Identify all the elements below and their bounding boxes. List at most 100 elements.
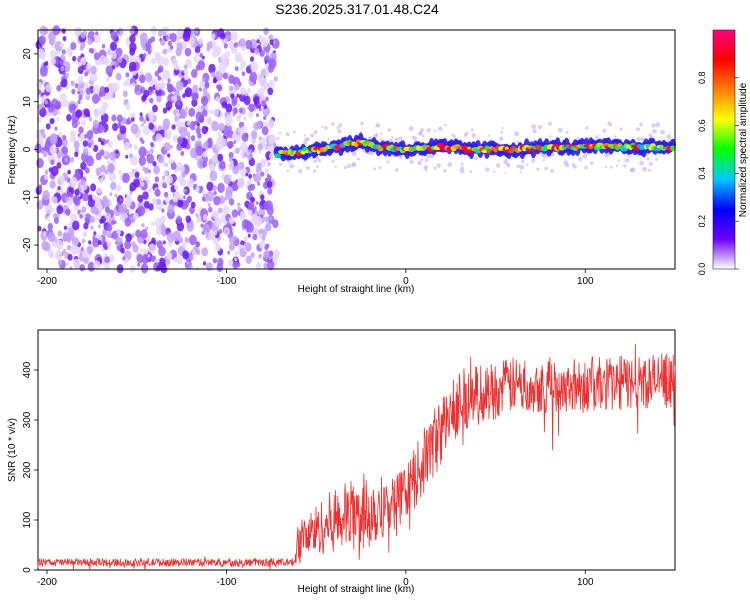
noise-cell — [176, 28, 184, 38]
noise-cell — [179, 177, 187, 187]
band-halo-cell — [459, 168, 465, 174]
band-halo-cell — [298, 168, 303, 174]
noise-cell — [72, 55, 77, 62]
spectrogram-y-tick-label: -20 — [22, 237, 33, 252]
noise-cell — [39, 25, 48, 36]
noise-cell — [235, 55, 241, 62]
noise-cell — [104, 86, 109, 93]
noise-cell — [234, 250, 239, 257]
band-halo-cell — [347, 164, 352, 168]
noise-cell — [212, 210, 220, 220]
noise-cell — [97, 240, 102, 245]
noise-cell — [151, 57, 157, 65]
noise-cell — [250, 252, 255, 258]
noise-cell — [161, 90, 166, 97]
noise-cell — [263, 27, 269, 36]
snr-x-tick-label: 100 — [577, 577, 594, 588]
band-halo-cell — [337, 129, 342, 134]
noise-cell — [80, 32, 86, 39]
noise-cell — [228, 242, 235, 251]
spectrogram-x-label: Height of straight line (km) — [298, 284, 415, 295]
noise-cell — [141, 123, 144, 127]
spectrogram-y-tick-label: 0 — [22, 146, 33, 152]
noise-cell — [49, 145, 57, 155]
noise-cell — [76, 86, 81, 91]
noise-cell — [142, 93, 147, 100]
noise-cell — [170, 162, 177, 171]
noise-cell — [54, 126, 58, 131]
noise-cell — [265, 96, 269, 102]
band-halo-cell — [544, 166, 548, 171]
noise-cell — [273, 76, 278, 82]
noise-cell — [140, 181, 145, 187]
noise-cell — [230, 31, 238, 42]
noise-cell — [234, 66, 239, 72]
noise-cell — [145, 72, 153, 82]
noise-cell — [239, 38, 246, 48]
noise-cell — [66, 261, 70, 267]
noise-cell — [213, 195, 221, 206]
noise-cell — [92, 85, 101, 95]
noise-cell — [69, 134, 77, 143]
noise-cell — [60, 42, 64, 48]
noise-cell — [74, 26, 82, 37]
band-halo-cell — [636, 136, 641, 142]
band-halo-cell — [565, 131, 569, 134]
noise-cell — [110, 181, 117, 191]
band-halo-cell — [469, 170, 473, 173]
noise-cell — [182, 250, 189, 260]
band-halo-cell — [278, 162, 283, 166]
noise-cell — [142, 119, 147, 124]
noise-cell — [102, 195, 108, 202]
noise-cell — [134, 171, 140, 178]
noise-cell — [190, 201, 196, 209]
noise-cell — [119, 125, 127, 135]
noise-cell — [81, 119, 86, 126]
noise-cell — [104, 262, 110, 270]
noise-cell — [156, 55, 164, 66]
noise-cell — [256, 113, 259, 118]
noise-cell — [266, 180, 273, 189]
band-halo-cell — [652, 129, 657, 134]
noise-cell — [263, 262, 268, 269]
noise-cell — [213, 108, 220, 117]
noise-cell — [86, 130, 94, 140]
noise-cell — [111, 220, 115, 226]
noise-cell — [92, 237, 100, 248]
noise-cell — [47, 231, 56, 243]
noise-cell — [137, 194, 144, 203]
noise-cell — [118, 203, 127, 215]
noise-cell — [226, 114, 231, 121]
noise-cell — [72, 220, 80, 231]
noise-cell — [180, 150, 185, 156]
noise-cell — [269, 216, 273, 221]
band-halo-cell — [521, 159, 525, 163]
noise-cell — [50, 159, 55, 165]
noise-cell — [74, 188, 80, 196]
noise-cell — [234, 257, 238, 262]
noise-cell — [202, 141, 210, 151]
noise-cell — [125, 194, 132, 202]
band-halo-cell — [447, 162, 453, 168]
noise-cell — [151, 237, 156, 244]
noise-cell — [189, 206, 195, 215]
noise-cell — [183, 64, 188, 70]
band-halo-cell — [399, 156, 403, 159]
noise-cell — [230, 160, 234, 165]
noise-cell — [148, 50, 152, 55]
noise-cell — [139, 32, 148, 43]
noise-cell — [232, 261, 239, 270]
noise-cell — [259, 205, 263, 210]
noise-cell — [254, 48, 260, 55]
noise-cell — [236, 93, 240, 98]
band-halo-cell — [409, 159, 414, 164]
noise-cell — [137, 205, 146, 217]
noise-cell — [238, 107, 243, 114]
noise-cell — [122, 90, 128, 98]
noise-cell — [150, 142, 155, 148]
noise-cell — [105, 76, 110, 83]
noise-cell — [175, 80, 184, 92]
noise-cell — [155, 226, 163, 236]
noise-cell — [78, 133, 85, 142]
